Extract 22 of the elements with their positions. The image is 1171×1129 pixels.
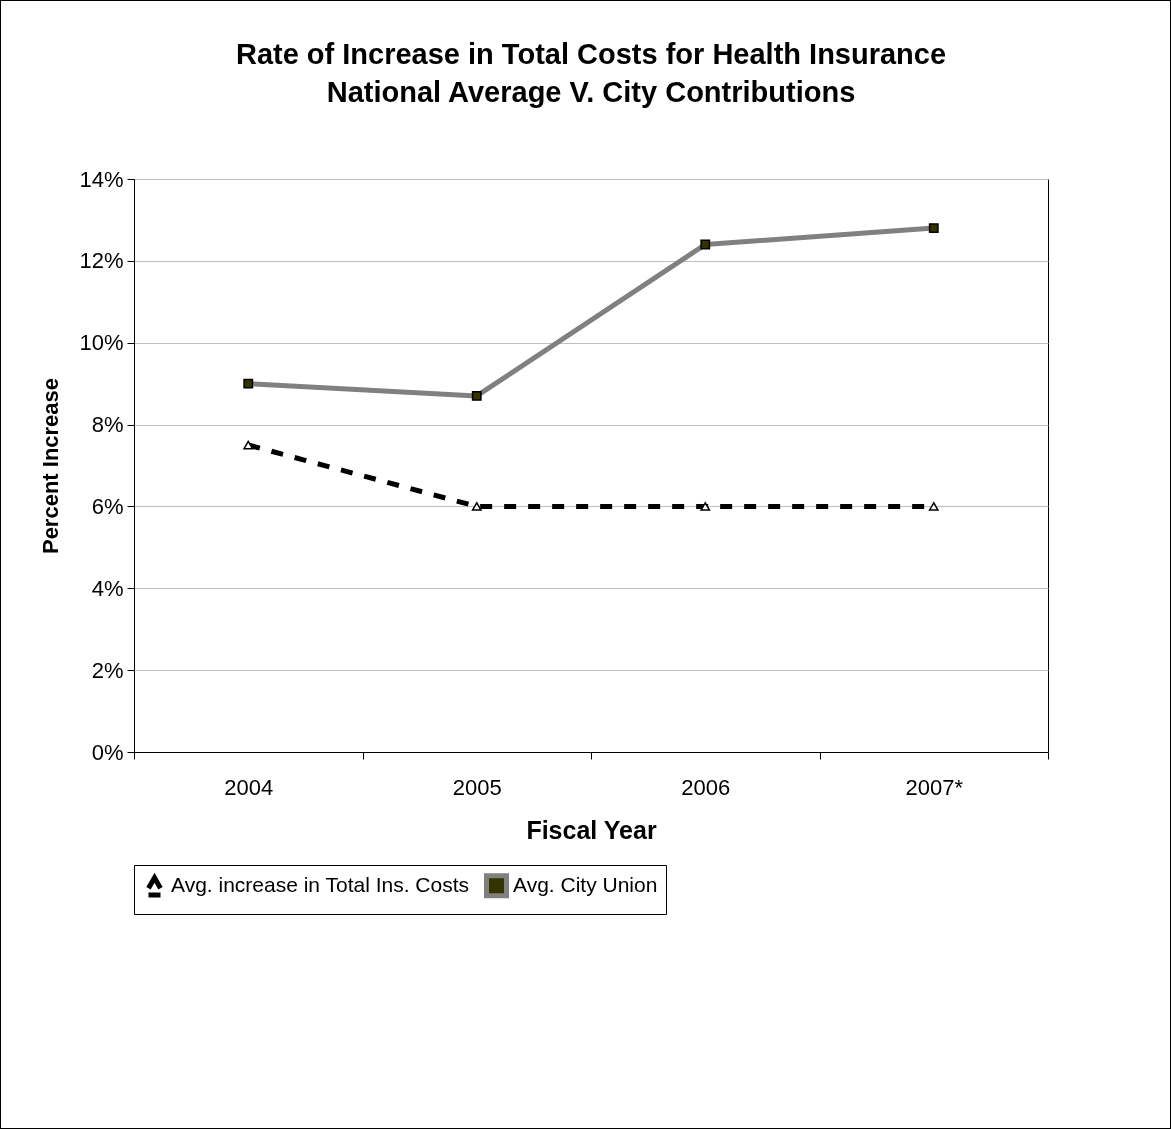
y-tick-label: 12% [79, 248, 124, 274]
x-tick-label: 2005 [452, 774, 502, 800]
point [700, 502, 711, 511]
x-tick-label: 2004 [224, 774, 274, 800]
x-tick-label: 2006 [681, 774, 731, 800]
point [243, 440, 254, 450]
y-tick-label: 14% [79, 166, 124, 192]
y-tick-label: 4% [91, 575, 124, 601]
x-axis-title: Fiscal Year [526, 815, 657, 844]
y-tick-label: 6% [91, 493, 124, 519]
point [471, 502, 482, 511]
y-tick-label: 10% [79, 330, 124, 356]
y-tick-label: 2% [91, 657, 124, 683]
point [928, 502, 939, 511]
text: National Average V. City Contributions [326, 76, 856, 108]
y-tick-label: 0% [91, 739, 124, 765]
x-tick-label: 2007* [905, 774, 964, 800]
y-axis-title: Percent Increase [38, 377, 64, 555]
legend-label: Avg. City Union [513, 872, 658, 896]
y-tick-label: 8% [91, 412, 124, 438]
text: Rate of Increase in Total Costs for Health Insurance [235, 38, 947, 70]
legend-label: Avg. increase in Total Ins. Costs [171, 873, 470, 897]
